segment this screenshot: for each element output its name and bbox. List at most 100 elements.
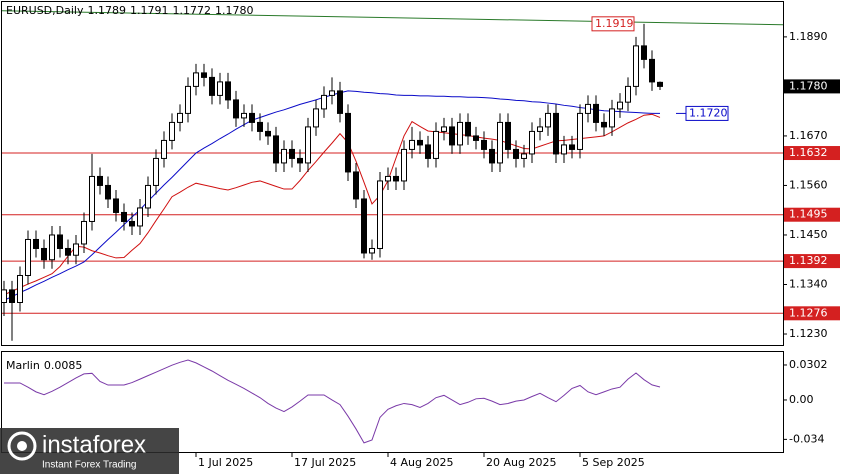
candle-body — [273, 135, 279, 164]
header-close: 1.1780 — [215, 4, 254, 17]
level-label: 1.1495 — [789, 208, 828, 221]
x-tick-label: 5 Sep 2025 — [582, 456, 645, 469]
ma-label: 1.1720 — [689, 106, 728, 119]
level-label: 1.1392 — [789, 254, 828, 267]
candle-body — [97, 175, 103, 186]
candle-body — [25, 238, 31, 276]
candle-body — [537, 126, 543, 132]
candle-body — [369, 247, 375, 254]
candle-body — [65, 247, 71, 256]
indicator-header: Marlin 0.0085 — [6, 359, 82, 372]
header-low: 1.1772 — [172, 4, 211, 17]
candle-body — [657, 81, 663, 87]
price-label: 1.1780 — [789, 79, 828, 92]
candle-body — [297, 157, 303, 164]
candle-body — [217, 81, 223, 96]
candle-body — [393, 175, 399, 182]
candle-body — [185, 85, 191, 114]
candle-body — [593, 103, 599, 123]
indicator-panel-frame — [1, 351, 784, 453]
level-label-box — [784, 146, 840, 161]
candle-body — [489, 148, 495, 164]
candle-body — [569, 144, 575, 150]
candle-body — [17, 274, 23, 304]
price-label-box — [784, 79, 840, 94]
candle-body — [609, 108, 615, 128]
x-tick-label: 17 Jul 2025 — [294, 456, 356, 469]
candle-body — [457, 121, 463, 146]
header-open: 1.1789 — [87, 4, 126, 17]
level-label: 1.1632 — [789, 146, 828, 159]
candle-body — [641, 45, 647, 60]
high-label: 1.1919 — [595, 17, 634, 30]
candle-body — [553, 112, 559, 155]
y-tick-label: 0.00 — [789, 393, 814, 406]
candle-body — [353, 171, 359, 200]
candle-body — [649, 58, 655, 83]
candle-body — [9, 289, 15, 304]
ma-label-box — [685, 105, 729, 121]
candle-body — [233, 99, 239, 119]
candle-body — [57, 234, 63, 249]
candle-body — [209, 76, 215, 96]
indicator-line — [4, 359, 661, 444]
level-label-box — [784, 207, 840, 222]
watermark-brand: instaforex — [42, 431, 146, 458]
candle-body — [113, 198, 119, 213]
candle-body — [345, 112, 351, 173]
candle-body — [601, 121, 607, 128]
candle-body — [441, 126, 447, 132]
candle-body — [625, 85, 631, 103]
candle-body — [577, 112, 583, 150]
candle-body — [329, 90, 335, 96]
candle-body — [41, 247, 47, 261]
level-label: 1.1276 — [789, 306, 828, 319]
candle-body — [633, 45, 639, 87]
candle-body — [129, 220, 135, 227]
candle-body — [249, 112, 255, 123]
candle-body — [1, 289, 7, 304]
candle-body — [337, 90, 343, 114]
candle-body — [241, 112, 247, 119]
indicator-name: Marlin — [6, 359, 40, 372]
candle-body — [361, 198, 367, 254]
candle-body — [201, 72, 207, 78]
y-tick-label: -0.034 — [789, 432, 824, 445]
level-label-box — [784, 306, 840, 321]
candle-body — [313, 108, 319, 128]
candle-body — [177, 112, 183, 123]
candle-body — [505, 121, 511, 150]
x-tick-label: 4 Aug 2025 — [390, 456, 453, 469]
candle-body — [121, 211, 127, 222]
candle-body — [81, 220, 87, 245]
candle-body — [105, 184, 111, 200]
indicator-value: 0.0085 — [44, 359, 83, 372]
symbol: EURUSD,Daily — [6, 4, 84, 17]
candle-body — [513, 148, 519, 159]
candle-body — [521, 153, 527, 159]
candle-body — [409, 139, 415, 150]
candle-body — [321, 94, 327, 110]
candle-body — [385, 175, 391, 182]
candle-body — [137, 207, 143, 227]
x-tick-label: 1 Jul 2025 — [198, 456, 253, 469]
candle-body — [417, 139, 423, 146]
y-tick-label: 1.1890 — [789, 30, 828, 43]
candle-body — [225, 81, 231, 101]
chart-header: EURUSD,Daily 1.1789 1.1791 1.1772 1.1780 — [6, 4, 253, 17]
watermark: instaforex Instant Forex Trading — [0, 428, 179, 474]
moving-average — [3, 113, 661, 296]
header-high: 1.1791 — [130, 4, 169, 17]
candle-body — [153, 157, 159, 186]
candle-body — [377, 180, 383, 249]
y-tick-label: 1.1670 — [789, 129, 828, 142]
candle-body — [89, 175, 95, 222]
candle-body — [401, 148, 407, 182]
high-label-box — [591, 16, 635, 32]
y-tick-label: 1.1340 — [789, 277, 828, 290]
y-tick-label: 0.0302 — [789, 358, 828, 371]
candle-body — [33, 238, 39, 249]
candle-body — [161, 139, 167, 159]
watermark-tagline: Instant Forex Trading — [42, 460, 137, 471]
